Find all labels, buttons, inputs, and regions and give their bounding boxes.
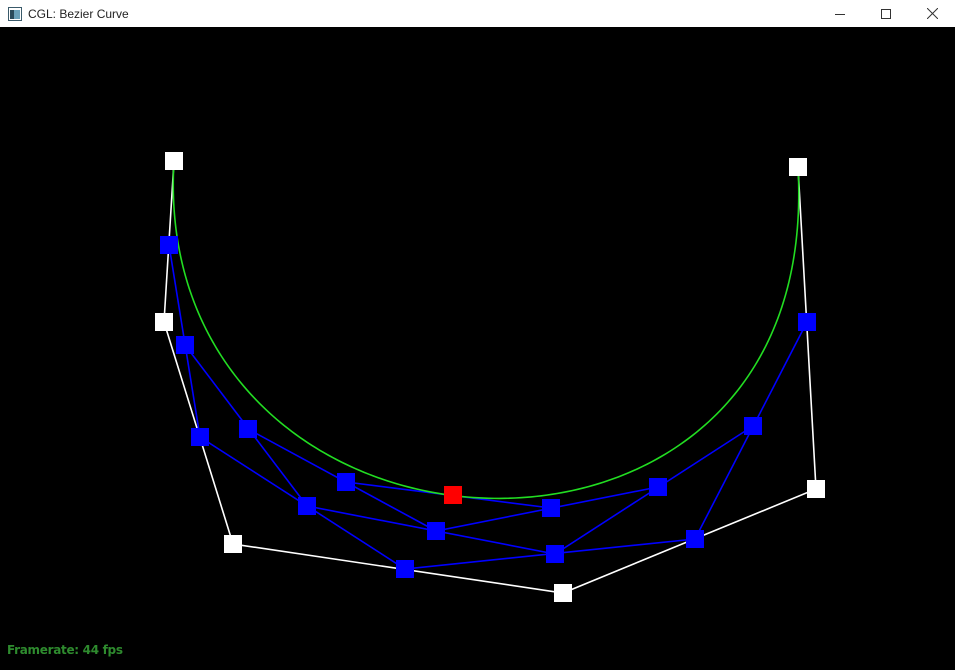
minimize-icon (835, 13, 845, 15)
maximize-button[interactable] (863, 0, 909, 27)
bezier-scene (155, 152, 825, 602)
intermediate-point (649, 478, 667, 496)
control-point[interactable] (165, 152, 183, 170)
control-point[interactable] (789, 158, 807, 176)
control-point[interactable] (554, 584, 572, 602)
intermediate-point (239, 420, 257, 438)
intermediate-point (176, 336, 194, 354)
intermediate-point (546, 545, 564, 563)
control-point[interactable] (807, 480, 825, 498)
intermediate-point (191, 428, 209, 446)
app-icon (8, 6, 22, 21)
intermediate-point (798, 313, 816, 331)
title-bar[interactable]: CGL: Bezier Curve (0, 0, 955, 27)
close-button[interactable] (909, 0, 955, 27)
intermediate-point (542, 499, 560, 517)
intermediate-point (298, 497, 316, 515)
render-canvas[interactable] (0, 27, 955, 665)
minimize-button[interactable] (817, 0, 863, 27)
window-controls (817, 0, 955, 27)
intermediate-polygon-level-2 (184, 344, 754, 555)
control-point[interactable] (224, 535, 242, 553)
intermediate-point (686, 530, 704, 548)
intermediate-point (427, 522, 445, 540)
close-icon (926, 8, 938, 19)
window-title: CGL: Bezier Curve (28, 6, 129, 21)
evaluated-point (444, 486, 462, 504)
control-polygon (163, 160, 817, 594)
bezier-curve (172, 160, 800, 500)
control-point[interactable] (155, 313, 173, 331)
intermediate-point (337, 473, 355, 491)
framerate-label: Framerate: 44 fps (7, 643, 123, 657)
intermediate-point (160, 236, 178, 254)
maximize-icon (881, 8, 891, 19)
intermediate-point (396, 560, 414, 578)
intermediate-point (744, 417, 762, 435)
